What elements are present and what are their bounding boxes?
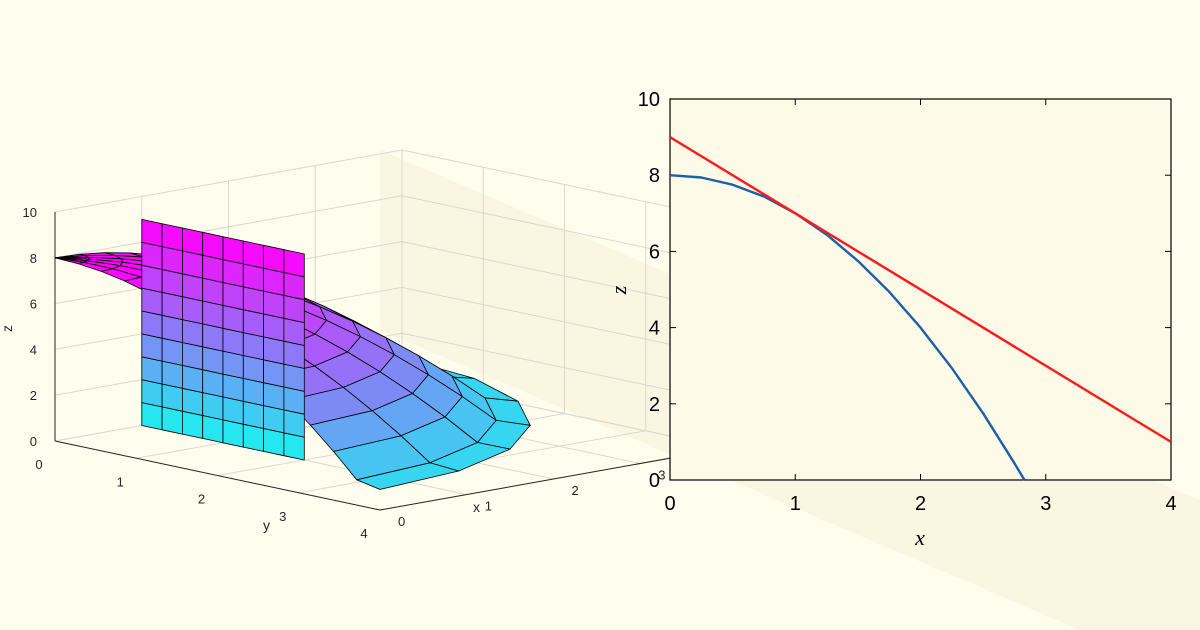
- y-tick-label: 2: [198, 492, 205, 507]
- y-tick-label: 10: [638, 89, 660, 111]
- z-tick-label: 8: [30, 251, 37, 266]
- plot-ticks: 0 1 2 3 4 0 2 4 6 8 10: [638, 89, 1177, 515]
- z-tick-label: 6: [30, 297, 37, 312]
- surface-ylabel: y: [263, 517, 270, 533]
- y-tick-label: 0: [35, 457, 42, 472]
- y-tick-label: 8: [649, 165, 660, 187]
- z-tick-label: 10: [23, 205, 37, 220]
- x-tick-label: 1: [485, 499, 492, 514]
- grid-line: [54, 149, 403, 213]
- surface-xlabel: x: [473, 499, 480, 515]
- plot-ylabel: z: [606, 285, 631, 295]
- y-tick-label: 6: [649, 241, 660, 263]
- y-tick-label: 2: [649, 394, 660, 416]
- y-tick-label: 4: [649, 318, 660, 340]
- axis-line: [379, 447, 728, 511]
- x-tick-label: 0: [664, 493, 675, 515]
- z-tick-label: 4: [30, 342, 37, 357]
- curve-line: [669, 174, 1026, 481]
- y-tick-label: 0: [649, 470, 660, 492]
- x-tick-label: 2: [572, 483, 579, 498]
- surface-mesh: [54, 218, 531, 490]
- surface-zlabel: z: [0, 325, 15, 332]
- plane-patch: [283, 249, 305, 278]
- plot-xlabel: x: [914, 525, 925, 550]
- x-tick-label: 1: [790, 493, 801, 515]
- y-tick-label: 4: [360, 526, 367, 541]
- tangent-line: [669, 136, 1172, 443]
- x-tick-label: 3: [1040, 493, 1051, 515]
- x-tick-label: 4: [1165, 493, 1176, 515]
- z-tick-label: 0: [30, 434, 37, 449]
- y-tick-label: 1: [117, 474, 124, 489]
- x-tick-label: 2: [915, 493, 926, 515]
- grid-line: [54, 195, 403, 259]
- surface-tick-labels: 0 2 4 6 8 10 0 1 2 3 4 0 1 2 3 4: [23, 205, 753, 541]
- z-tick-label: 2: [30, 388, 37, 403]
- x-tick-label: 3: [658, 468, 665, 483]
- axis-line: [54, 440, 381, 511]
- surface-patch: [355, 462, 461, 490]
- x-tick-label: 0: [398, 514, 405, 529]
- y-tick-label: 3: [279, 509, 286, 524]
- plot-series: [669, 136, 1172, 481]
